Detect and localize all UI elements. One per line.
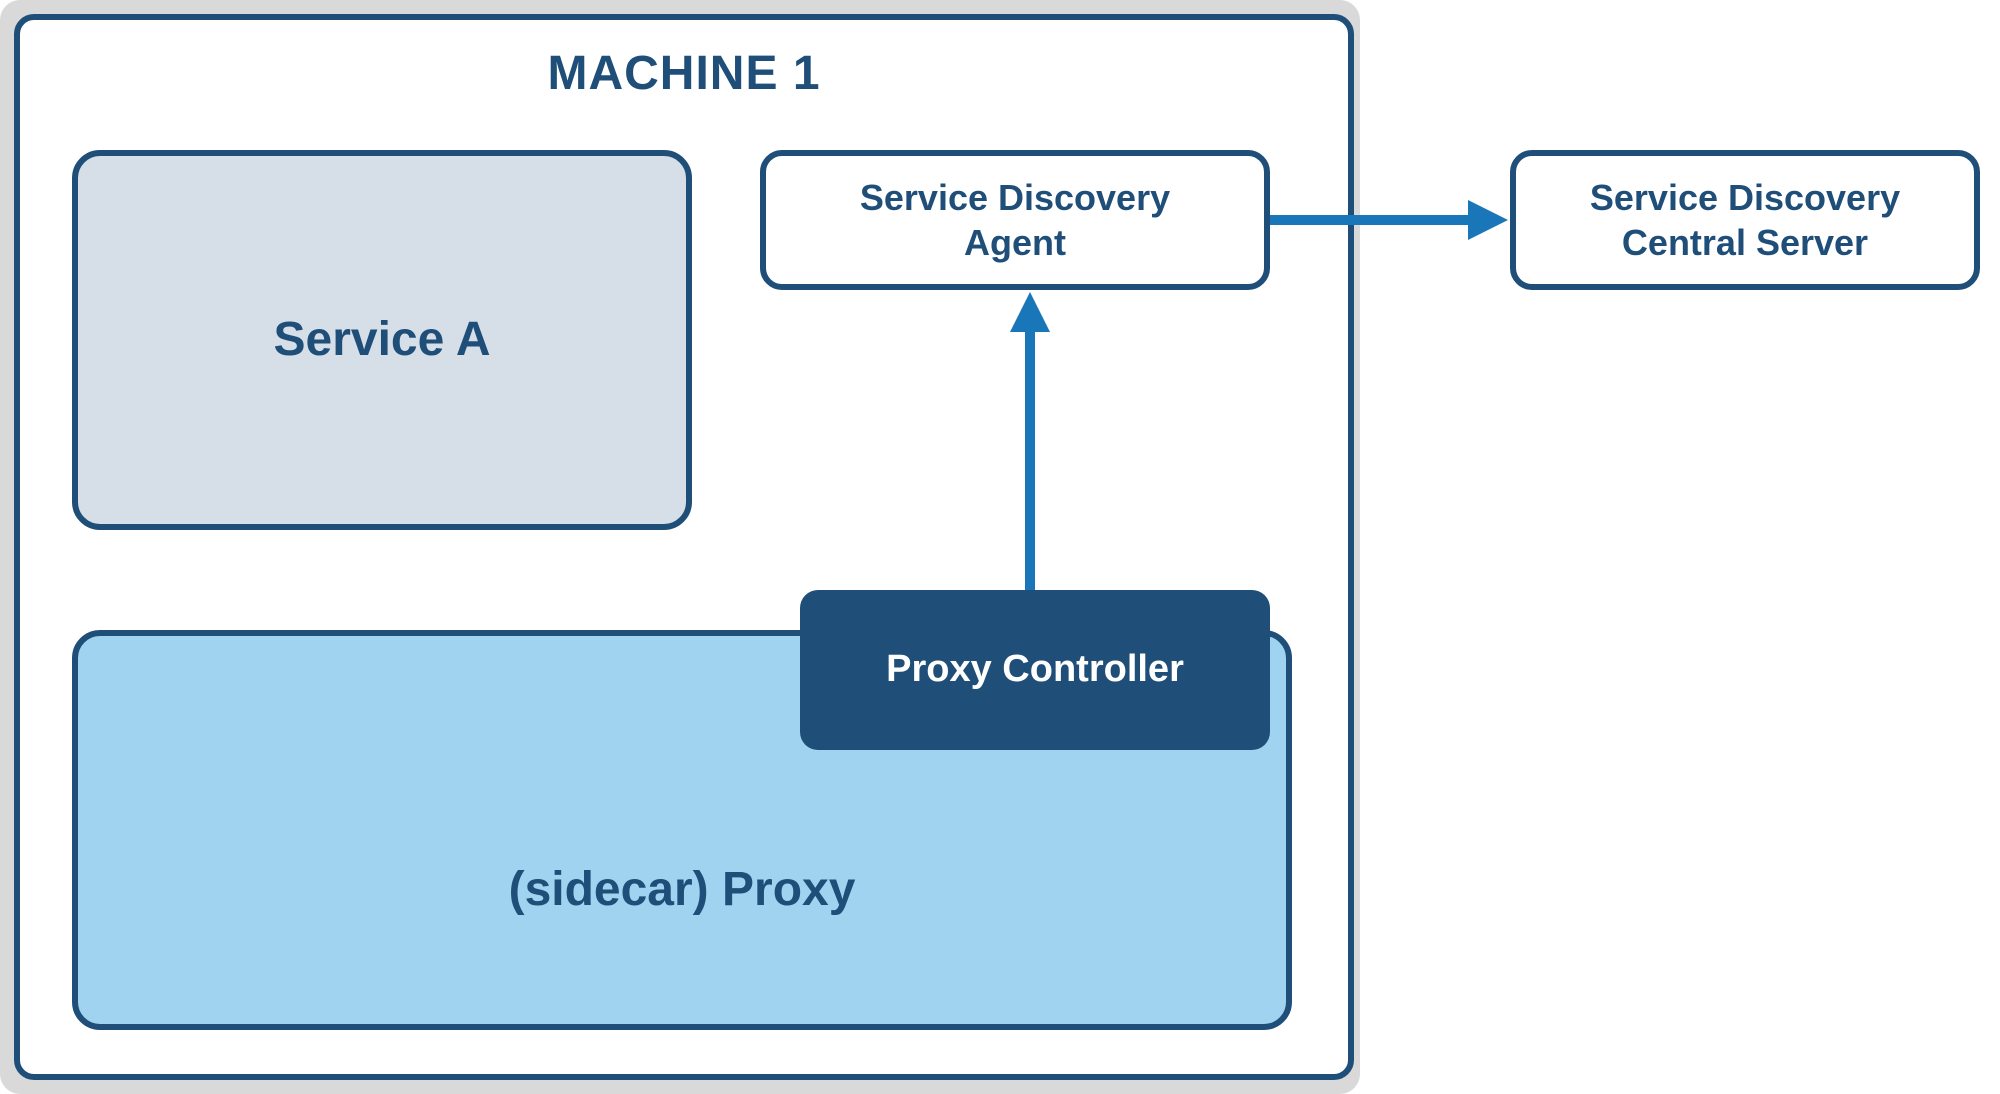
- machine-title: MACHINE 1: [14, 44, 1354, 104]
- sidecar-proxy-label: (sidecar) Proxy: [509, 860, 856, 920]
- service-discovery-agent-box: Service Discovery Agent: [760, 150, 1270, 290]
- service-discovery-central-server-box: Service Discovery Central Server: [1510, 150, 1980, 290]
- service-a-box: Service A: [72, 150, 692, 530]
- proxy-controller-box: Proxy Controller: [800, 590, 1270, 750]
